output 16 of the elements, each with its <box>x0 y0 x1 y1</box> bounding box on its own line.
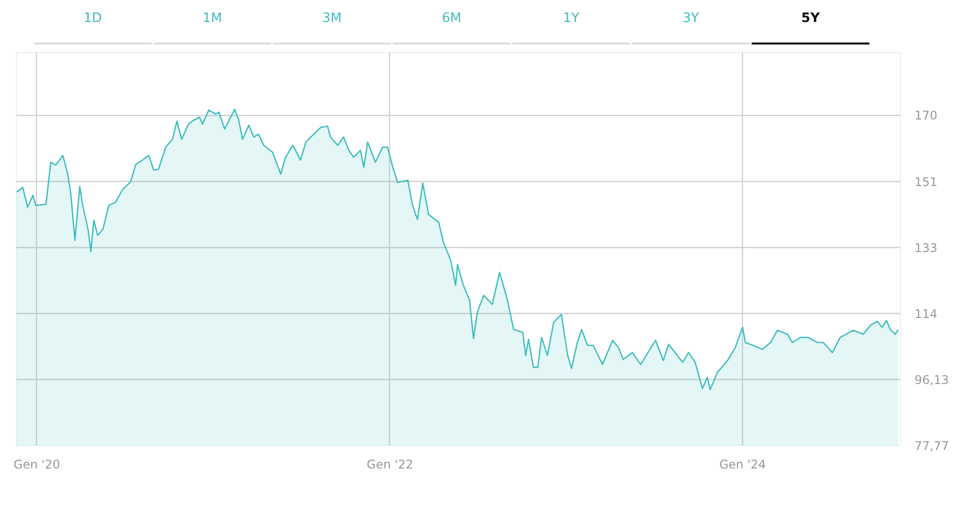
x-tick-label: Gen '20 <box>13 458 60 472</box>
text: 3M <box>322 11 342 26</box>
text: 1D <box>84 11 102 26</box>
y-tick-label: 170 <box>914 108 938 123</box>
text: 1M <box>202 11 222 26</box>
y-tick-label: 133 <box>914 240 938 255</box>
x-tick-label: Gen '22 <box>366 458 414 472</box>
y-tick-label: 77,77 <box>914 439 949 453</box>
y-tick-label: 114 <box>914 306 938 321</box>
text: 6M <box>442 11 462 26</box>
y-tick-label: 96,13 <box>914 372 949 387</box>
y-tick-label: 151 <box>914 174 938 189</box>
x-tick-label: Gen '24 <box>719 458 766 472</box>
text: 5Y <box>801 11 820 26</box>
text: 3Y <box>682 11 700 26</box>
text: 1Y <box>563 11 580 26</box>
